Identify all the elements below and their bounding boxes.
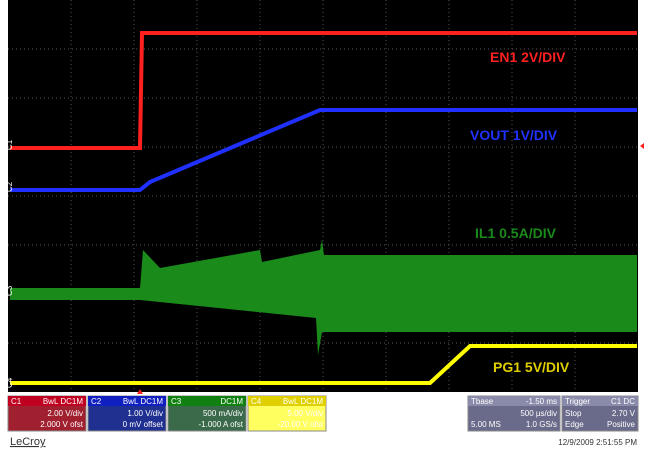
info-text: Edge [565,420,584,429]
info-header [562,396,638,406]
channel-scale: 2.00 V/div [47,409,83,418]
vout-trace [10,108,637,192]
en1-trace [10,31,637,150]
brand: LeCroy [10,436,46,448]
channel-header [168,396,246,406]
marker: C1 [5,139,14,150]
marker: C3 [5,285,14,296]
channel-offset: 2.000 V ofst [40,420,83,429]
channel-offset: -20.00 V ofst [278,420,324,429]
marker: C2 [5,181,14,192]
channel-flags: BwL DC1M [283,397,323,406]
info-text: Tbase [471,397,494,406]
channel-scale: 500 mA/div [203,409,243,418]
info-text: Positive [607,420,636,429]
channel-flags: DC1M [220,397,243,406]
il1-trace [10,240,637,355]
channel-flags: BwL DC1M [43,397,83,406]
trigger-marker [137,389,143,394]
channel-header [248,396,326,406]
channel-scale: 1.00 V/div [127,409,163,418]
channel-offset: -1.000 A ofst [199,420,244,429]
channel-offset: 0 mV offset [123,420,164,429]
pg1-trace [10,344,637,385]
info-text: 500 µs/div [520,409,557,418]
panels: C1 BwL DC1M 2.00 V/div 2.000 V ofst C2 BwL DC… [7,395,639,432]
channel-header [88,396,166,406]
level-marker [640,143,644,149]
info-text: Trigger [565,397,590,406]
info-text: -1.50 ms [526,397,557,406]
timestamp: 12/9/2009 2:51:55 PM [558,438,637,447]
channel-flags: BwL DC1M [123,397,163,406]
info-text: C1 DC [611,397,635,406]
channel-name: C2 [91,397,102,406]
channel-name: C4 [251,397,262,406]
trace-label: VOUT 1V/DIV [470,127,558,143]
info-text: 1.0 GS/s [526,420,557,429]
trace-label: IL1 0.5A/DIV [475,225,557,241]
channel-header [8,396,86,406]
trace-label: PG1 5V/DIV [493,359,570,375]
marker: C4 [5,377,14,388]
channel-scale: 5.00 V/div [287,409,323,418]
channel-name: C3 [171,397,182,406]
info-text: 5.00 MS [471,420,501,429]
channel-name: C1 [11,397,22,406]
info-text: Stop [565,409,582,418]
trace-label: EN1 2V/DIV [490,49,566,65]
info-text: 2.70 V [612,409,636,418]
info-header [468,396,560,406]
